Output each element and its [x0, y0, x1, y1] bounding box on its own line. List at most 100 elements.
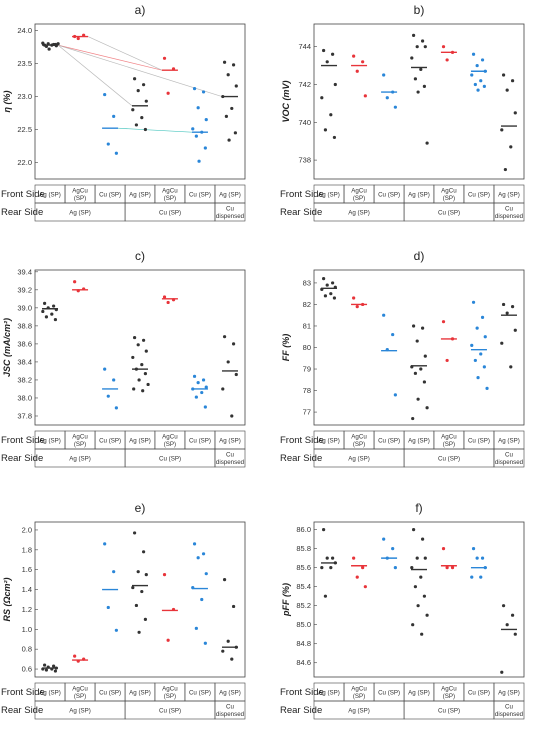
panel-title: b) — [414, 3, 425, 17]
data-point — [361, 566, 365, 570]
y-tick-label: 39.2 — [17, 285, 32, 294]
data-point — [146, 382, 150, 387]
panel-5: f) 84.6 84.8 85.0 85.2 85.4 85.6 85.8 86.0 pFF (%… — [280, 501, 525, 720]
data-point — [140, 116, 144, 120]
data-point — [231, 604, 236, 609]
data-point — [131, 585, 135, 590]
data-point — [322, 48, 326, 53]
data-point — [475, 556, 479, 560]
rear-side-row-label: Rear Side — [280, 705, 322, 716]
data-point — [106, 142, 110, 146]
y-tick-label: 1.8 — [22, 545, 32, 554]
data-point — [203, 405, 207, 409]
data-point — [332, 135, 337, 140]
front-side-label: Ag (SP) — [318, 192, 340, 199]
front-side-label: (SP) — [74, 195, 86, 202]
front-side-label: Cu (SP) — [378, 438, 400, 445]
data-point — [226, 360, 230, 364]
rear-side-label: dispensed — [495, 213, 524, 220]
data-point — [393, 393, 397, 397]
data-point — [192, 374, 197, 378]
data-point — [471, 547, 476, 551]
data-point — [419, 367, 423, 371]
y-tick-label: 39.0 — [17, 303, 32, 312]
front-side-label: AgCu — [351, 434, 367, 441]
data-point — [234, 84, 238, 88]
data-point — [142, 83, 146, 87]
front-side-label: Ag (SP) — [219, 690, 241, 697]
data-point — [325, 556, 329, 560]
y-tick-label: 82 — [303, 300, 311, 309]
data-point — [445, 58, 449, 62]
data-point — [162, 295, 167, 299]
data-point — [410, 566, 414, 570]
data-point — [473, 82, 477, 87]
front-side-row-label: Front Side — [280, 189, 324, 200]
front-side-label: Ag (SP) — [129, 438, 151, 445]
data-point — [50, 312, 54, 316]
data-point — [47, 47, 51, 51]
data-point — [231, 342, 236, 346]
front-side-row-label: Front Side — [1, 687, 45, 698]
data-point — [329, 113, 333, 117]
rear-side-label: Cu (SP) — [159, 708, 181, 715]
data-point — [509, 145, 513, 149]
data-point — [471, 52, 476, 56]
data-point — [141, 389, 145, 393]
data-point — [393, 105, 397, 109]
data-point — [143, 372, 147, 376]
front-side-label: Ag (SP) — [219, 192, 241, 199]
data-point — [501, 604, 506, 608]
rear-side-cell — [493, 700, 525, 720]
data-point — [450, 566, 455, 570]
plot-frame — [313, 269, 525, 426]
rear-side-label: Cu (SP) — [159, 210, 181, 217]
y-tick-label: 39.4 — [17, 267, 32, 276]
data-point — [419, 575, 423, 579]
data-point — [416, 604, 420, 608]
y-tick-label: 0.6 — [22, 665, 32, 674]
front-side-label: AgCu — [162, 434, 178, 441]
data-point — [391, 332, 395, 337]
rear-side-row-label: Rear Side — [1, 705, 43, 716]
data-point — [44, 668, 49, 672]
data-point — [479, 575, 483, 579]
data-point — [425, 613, 429, 617]
panel-title: d) — [414, 249, 425, 263]
data-point — [503, 167, 507, 172]
mean-connector-line — [57, 44, 163, 71]
panel-title: a) — [135, 3, 146, 17]
data-point — [422, 594, 426, 598]
rear-side-label: dispensed — [216, 459, 245, 466]
data-point — [422, 380, 426, 384]
y-tick-label: 0.8 — [22, 645, 32, 654]
data-point — [131, 108, 135, 112]
category-table: Ag (SP)AgCu(SP) Cu (SP) Ag (SP)AgCu(SP) Cu … — [1, 682, 246, 720]
mean-connector-line — [57, 44, 133, 107]
data-point — [329, 566, 333, 570]
data-point — [382, 73, 386, 77]
front-side-label: Ag (SP) — [39, 690, 61, 697]
front-side-label: Cu (SP) — [468, 192, 490, 199]
data-point — [413, 585, 417, 589]
data-point — [510, 304, 515, 309]
front-side-label: Ag (SP) — [129, 690, 151, 697]
data-point — [112, 378, 116, 382]
data-point — [479, 352, 483, 356]
front-side-label: AgCu — [72, 434, 88, 441]
front-side-row-label: Front Side — [280, 687, 324, 698]
data-point — [331, 556, 335, 560]
data-point — [355, 69, 359, 73]
mean-connector-line — [118, 127, 192, 133]
y-axis-label: VOC (mV) — [281, 80, 291, 122]
data-point — [412, 324, 416, 328]
y-tick-label: 23.0 — [17, 92, 32, 101]
data-point — [420, 632, 424, 636]
front-side-label: (SP) — [164, 195, 176, 202]
rear-side-label: Ag (SP) — [69, 456, 91, 463]
rear-side-cell — [493, 448, 525, 468]
data-point — [421, 39, 425, 43]
y-tick-label: 38.4 — [17, 357, 32, 366]
